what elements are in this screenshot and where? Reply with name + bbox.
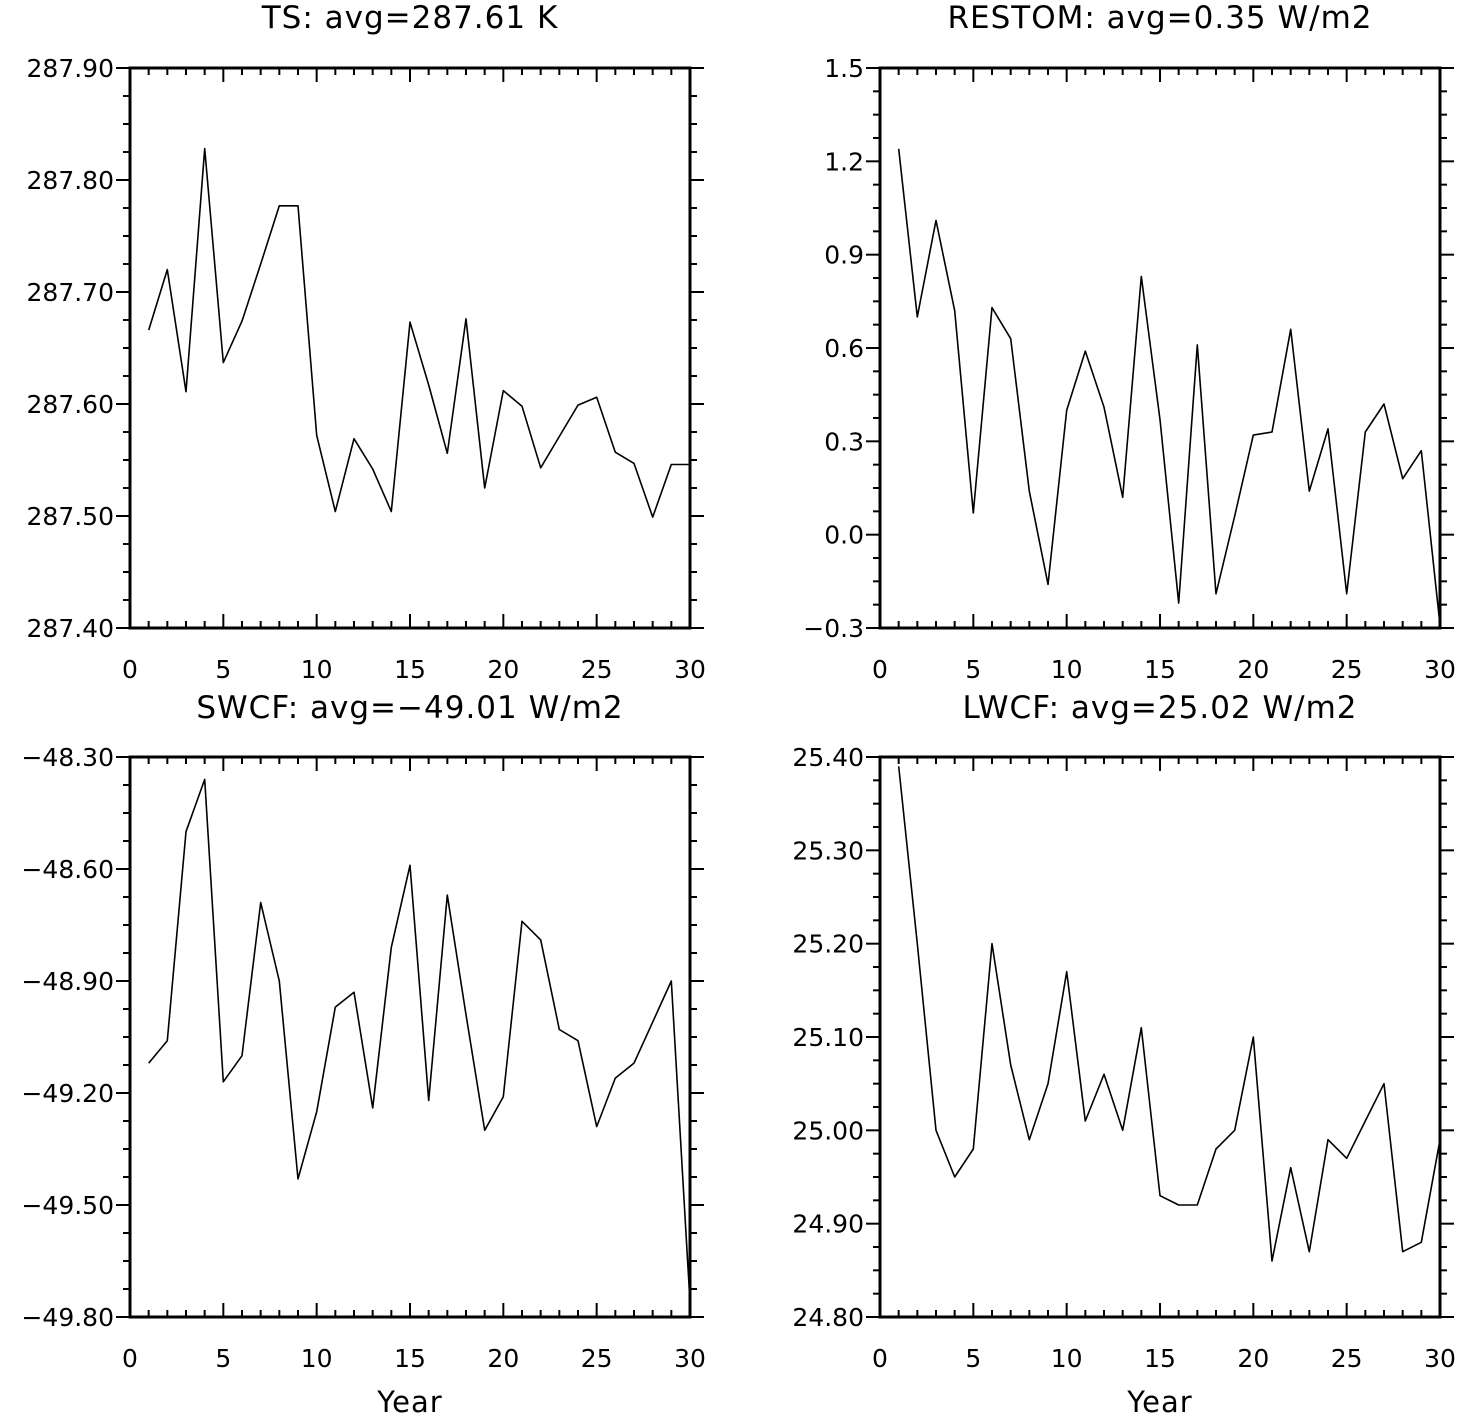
plot-frame: [128, 755, 692, 1319]
x-tick-label: 20: [487, 655, 519, 684]
chart-title: LWCF: avg=25.02 W/m2: [962, 690, 1357, 726]
y-tick-label: 287.50: [27, 502, 114, 531]
x-tick-label: 25: [1331, 655, 1363, 684]
x-tick-label: 5: [215, 655, 231, 684]
y-tick-label: 287.60: [27, 390, 114, 419]
y-tick-label: −49.50: [21, 1191, 114, 1220]
chart-title: RESTOM: avg=0.35 W/m2: [947, 0, 1372, 36]
plot-frame: [878, 755, 1442, 1319]
y-tick-label: −49.20: [21, 1079, 114, 1108]
y-tick-label: 0.0: [824, 521, 864, 550]
chart-title: SWCF: avg=−49.01 W/m2: [196, 690, 623, 726]
y-tick-label: 25.40: [792, 743, 864, 772]
x-axis-label: Year: [1126, 1385, 1192, 1416]
series-line: [897, 766, 1441, 1262]
x-tick-label: 20: [487, 1344, 519, 1373]
x-tick-label: 10: [301, 655, 333, 684]
y-tick-label: 287.80: [27, 166, 114, 195]
x-tick-label: 5: [965, 655, 981, 684]
x-tick-label: 5: [215, 1344, 231, 1373]
x-tick-label: 10: [301, 1344, 333, 1373]
y-tick-label: 25.10: [792, 1023, 864, 1052]
y-tick-label: 25.00: [792, 1116, 864, 1145]
x-tick-label: 15: [394, 655, 426, 684]
x-tick-label: 20: [1237, 655, 1269, 684]
y-tick-label: 24.80: [792, 1303, 864, 1332]
y-tick-label: 0.9: [824, 241, 864, 270]
series-line: [897, 148, 1441, 625]
x-tick-label: 25: [1331, 1344, 1363, 1373]
x-tick-label: 30: [1424, 655, 1456, 684]
y-tick-label: 25.20: [792, 930, 864, 959]
y-tick-label: 0.6: [824, 334, 864, 363]
y-tick-label: 24.90: [792, 1210, 864, 1239]
x-tick-label: 20: [1237, 1344, 1269, 1373]
x-tick-label: 25: [581, 1344, 613, 1373]
x-tick-label: 15: [394, 1344, 426, 1373]
x-tick-label: 0: [872, 655, 888, 684]
x-tick-label: 30: [1424, 1344, 1456, 1373]
chart-panel-lwcf: LWCF: avg=25.02 W/m2 Year 0 5 10 15 20 25 30 24…: [792, 690, 1455, 1416]
y-tick-label: −0.3: [803, 614, 864, 643]
x-tick-label: 0: [122, 655, 138, 684]
y-tick-label: 25.30: [792, 836, 864, 865]
y-tick-label: 0.3: [824, 427, 864, 456]
x-tick-label: 30: [674, 655, 706, 684]
x-tick-label: 10: [1051, 655, 1083, 684]
x-tick-label: 10: [1051, 1344, 1083, 1373]
plot-frame: [878, 66, 1442, 630]
chart-panel-swcf: SWCF: avg=−49.01 W/m2 Year 0 5 10 15 20 25 30 −…: [21, 690, 705, 1416]
y-tick-label: −48.60: [21, 855, 114, 884]
y-tick-label: 1.2: [824, 147, 864, 176]
chart-title: TS: avg=287.61 K: [261, 0, 559, 36]
x-tick-label: 30: [674, 1344, 706, 1373]
x-tick-label: 0: [122, 1344, 138, 1373]
chart-panel-ts: TS: avg=287.61 K 0 5 10 15 20 25 30 287.40 287.5…: [27, 0, 706, 684]
x-tick-label: 15: [1144, 655, 1176, 684]
y-tick-label: 287.90: [27, 54, 114, 83]
y-tick-label: 287.70: [27, 278, 114, 307]
y-tick-label: 1.5: [824, 54, 864, 83]
y-tick-label: −49.80: [21, 1303, 114, 1332]
x-tick-label: 0: [872, 1344, 888, 1373]
series-line: [147, 147, 690, 518]
y-tick-label: −48.30: [21, 743, 114, 772]
series-line: [148, 778, 691, 1303]
x-tick-label: 5: [965, 1344, 981, 1373]
y-tick-label: 287.40: [27, 614, 114, 643]
plot-frame: [128, 66, 692, 630]
x-tick-label: 15: [1144, 1344, 1176, 1373]
y-tick-label: −48.90: [21, 967, 114, 996]
chart-panel-restom: RESTOM: avg=0.35 W/m2 0 5 10 15 20 25 30 −0.3 0.…: [803, 0, 1456, 684]
x-axis-label: Year: [376, 1385, 442, 1416]
x-tick-label: 25: [581, 655, 613, 684]
